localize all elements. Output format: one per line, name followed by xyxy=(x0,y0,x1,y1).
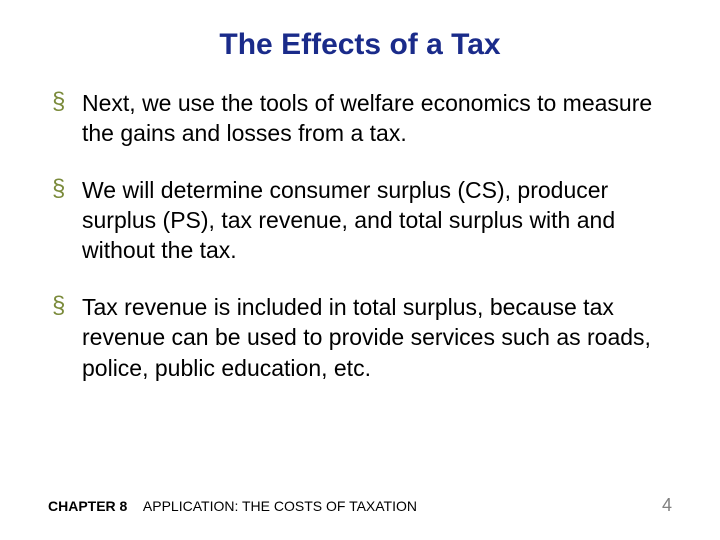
bullet-text: We will determine consumer surplus (CS),… xyxy=(82,177,615,264)
bullet-item: Next, we use the tools of welfare econom… xyxy=(48,88,672,149)
bullet-text: Tax revenue is included in total surplus… xyxy=(82,294,651,381)
chapter-label: CHAPTER 8 xyxy=(48,498,127,514)
page-number: 4 xyxy=(662,495,672,516)
footer-subtitle-text: APPLICATION: THE COSTS OF TAXATION xyxy=(143,498,417,514)
slide-container: The Effects of a Tax Next, we use the to… xyxy=(0,0,720,540)
bullet-item: We will determine consumer surplus (CS),… xyxy=(48,175,672,266)
bullet-item: Tax revenue is included in total surplus… xyxy=(48,292,672,383)
slide-title: The Effects of a Tax xyxy=(48,28,672,62)
footer-subtitle xyxy=(131,498,143,514)
footer-left: CHAPTER 8 APPLICATION: THE COSTS OF TAXA… xyxy=(48,498,417,514)
slide-footer: CHAPTER 8 APPLICATION: THE COSTS OF TAXA… xyxy=(48,495,672,516)
bullet-text: Next, we use the tools of welfare econom… xyxy=(82,90,652,146)
bullet-list: Next, we use the tools of welfare econom… xyxy=(48,88,672,383)
